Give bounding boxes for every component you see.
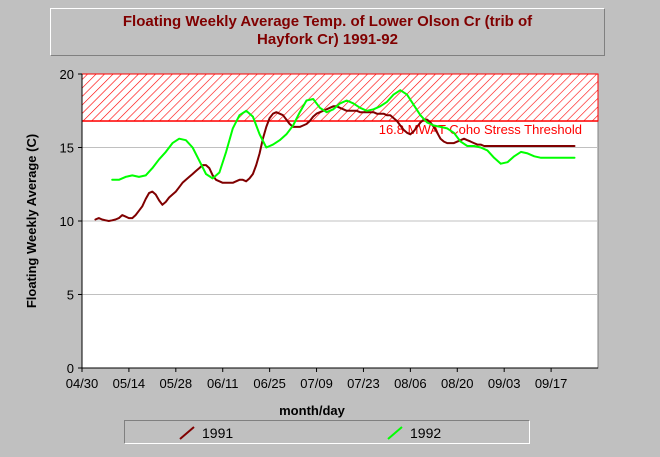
x-tick-label: 08/06 — [394, 376, 427, 391]
x-axis-label: month/day — [279, 403, 345, 418]
x-tick-label: 07/09 — [300, 376, 333, 391]
x-tick-label: 08/20 — [441, 376, 474, 391]
chart-title-box: Floating Weekly Average Temp. of Lower O… — [50, 8, 605, 56]
y-tick-label: 20 — [60, 67, 74, 82]
series-line-1992 — [111, 89, 576, 181]
threshold-hatch-band — [81, 73, 599, 122]
y-tick-label: 15 — [60, 141, 74, 156]
y-tick-label: 10 — [60, 214, 74, 229]
y-tick-label: 0 — [67, 361, 74, 376]
x-tick-label: 05/28 — [160, 376, 193, 391]
x-tick-label: 07/23 — [347, 376, 380, 391]
threshold-label: 16.8 MWAT Coho Stress Threshold — [379, 122, 582, 137]
x-tick-label: 05/14 — [113, 376, 146, 391]
y-axis-label: Floating Weekly Average (C) — [24, 134, 39, 308]
x-tick-label: 09/17 — [535, 376, 568, 391]
x-tick-label: 06/11 — [207, 376, 239, 391]
series-line-1991 — [94, 105, 576, 222]
y-tick-label: 5 — [67, 288, 74, 303]
x-tick-label: 09/03 — [488, 376, 521, 391]
x-tick-label: 06/25 — [253, 376, 286, 391]
legend-box — [124, 420, 530, 444]
chart-title-line-2: Hayfork Cr) 1991-92 — [257, 31, 398, 48]
x-tick-label: 04/30 — [66, 376, 99, 391]
chart-title-line-1: Floating Weekly Average Temp. of Lower O… — [122, 13, 533, 30]
